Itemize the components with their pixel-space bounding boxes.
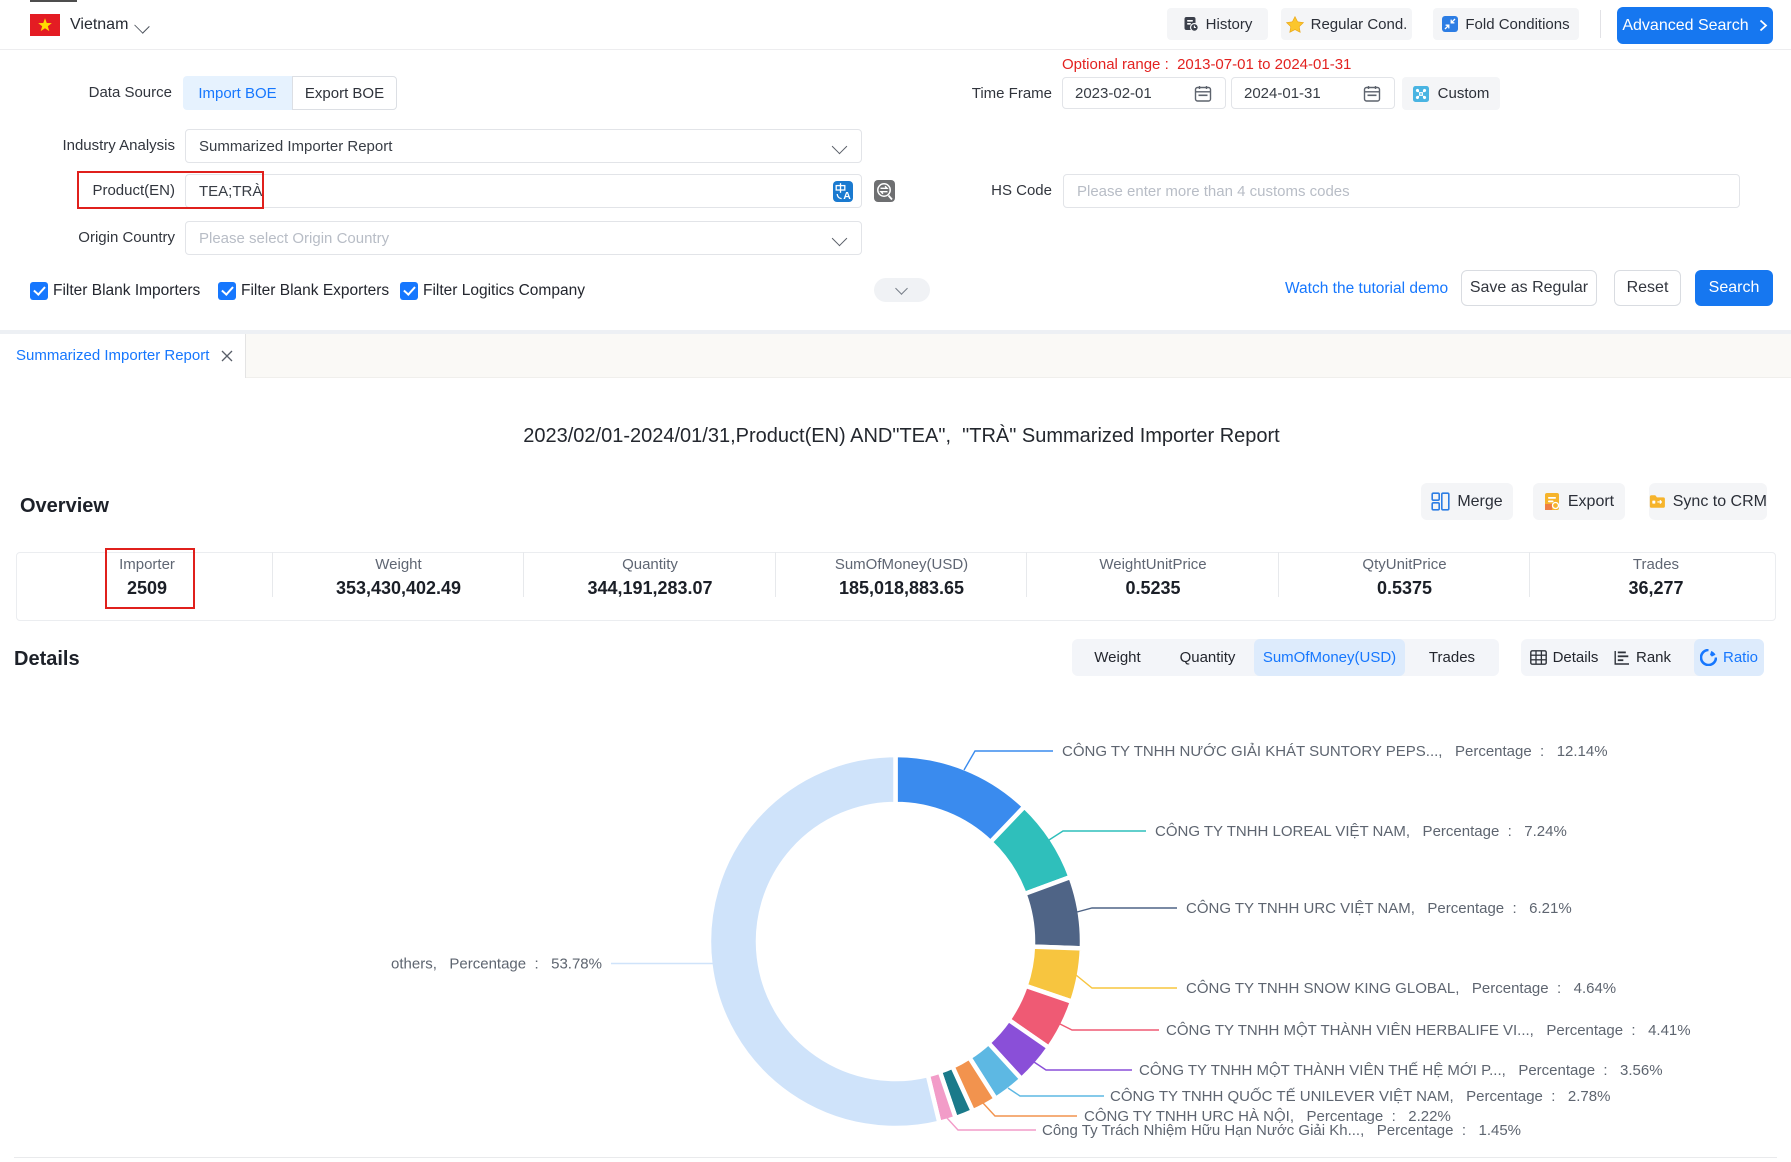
svg-text:CÔNG TY TNHH NƯỚC GIẢI KHÁT SU: CÔNG TY TNHH NƯỚC GIẢI KHÁT SUNTORY PEPS…	[1062, 743, 1608, 760]
svg-text:Công Ty Trách Nhiệm Hữu Hạn Nư: Công Ty Trách Nhiệm Hữu Hạn Nước Giải Kh…	[1042, 1122, 1521, 1139]
svg-text:CÔNG TY TNHH MỘT THÀNH VIÊN HE: CÔNG TY TNHH MỘT THÀNH VIÊN HERBALIFE VI…	[1166, 1022, 1691, 1039]
svg-text:A: A	[843, 190, 851, 202]
svg-text:CÔNG TY TNHH LOREAL VIỆT NAM,: CÔNG TY TNHH LOREAL VIỆT NAM, Percentage…	[1155, 823, 1567, 840]
svg-text:CÔNG TY TNHH MỘT THÀNH VIÊN TH: CÔNG TY TNHH MỘT THÀNH VIÊN THẾ HỆ MỚI P…	[1139, 1062, 1663, 1079]
svg-text:CÔNG TY TNHH SNOW KING GLOBAL,: CÔNG TY TNHH SNOW KING GLOBAL, Percentag…	[1186, 980, 1616, 997]
svg-text:CÔNG TY TNHH URC HÀ NỘI, Per: CÔNG TY TNHH URC HÀ NỘI, Percentage : 2.…	[1084, 1108, 1451, 1125]
svg-text:CÔNG TY TNHH QUỐC TẾ UNILEVER: CÔNG TY TNHH QUỐC TẾ UNILEVER VIỆT NAM, …	[1110, 1087, 1610, 1105]
svg-text:others, Percentage : 53.7: others, Percentage : 53.78%	[391, 956, 602, 973]
svg-text:CÔNG TY TNHH URC VIỆT NAM, P: CÔNG TY TNHH URC VIỆT NAM, Percentage : …	[1186, 900, 1572, 917]
